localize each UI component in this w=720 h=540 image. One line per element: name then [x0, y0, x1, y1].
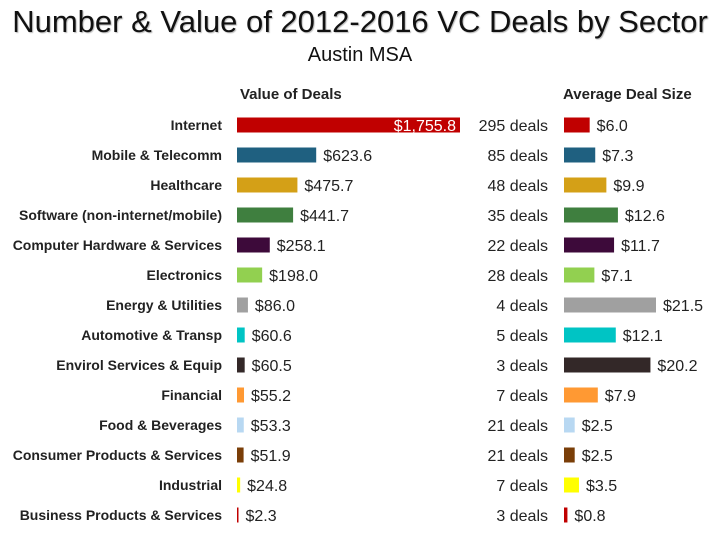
value-bar: [237, 327, 245, 343]
value-label: $60.5: [252, 358, 292, 375]
average-bar: [564, 207, 618, 223]
value-label: $53.3: [251, 418, 291, 435]
average-bar: [564, 507, 568, 523]
average-label: $0.8: [574, 508, 605, 525]
value-label: $623.6: [323, 148, 372, 165]
value-label: $60.6: [252, 328, 292, 345]
average-bar: [564, 477, 579, 493]
deal-count-label: 4 deals: [496, 298, 548, 315]
sector-label: Financial: [161, 387, 222, 403]
average-bar: [564, 177, 607, 193]
average-label: $12.6: [625, 208, 665, 225]
value-bar: [237, 357, 245, 373]
average-bar: [564, 387, 598, 403]
average-bar: [564, 327, 616, 343]
average-label: $9.9: [613, 178, 644, 195]
average-bar: [564, 447, 575, 463]
average-label: $20.2: [657, 358, 697, 375]
sector-label: Food & Beverages: [99, 417, 222, 433]
average-label: $12.1: [623, 328, 663, 345]
deal-count-label: 7 deals: [496, 478, 548, 495]
value-bar: [237, 267, 263, 283]
deal-count-label: 21 deals: [488, 448, 549, 465]
value-label: $1,755.8: [394, 118, 456, 135]
average-bar: [564, 267, 595, 283]
value-label: $24.8: [247, 478, 287, 495]
sector-label: Mobile & Telecomm: [92, 147, 222, 163]
deal-count-label: 7 deals: [496, 388, 548, 405]
sector-label: Software (non-internet/mobile): [19, 207, 222, 223]
value-bar: [237, 207, 294, 223]
average-bar: [564, 117, 590, 133]
sector-label: Industrial: [159, 477, 222, 493]
chart-subtitle: Austin MSA: [307, 44, 413, 66]
value-bar: [237, 177, 298, 193]
average-label: $7.1: [601, 268, 632, 285]
average-bar: [564, 237, 615, 253]
average-label: $21.5: [663, 298, 703, 315]
value-label: $86.0: [255, 298, 295, 315]
average-bar: [564, 297, 656, 313]
average-label: $6.0: [597, 118, 628, 135]
value-bar: [237, 147, 317, 163]
sector-label: Automotive & Transp: [81, 327, 222, 343]
average-label: $2.5: [582, 418, 613, 435]
deal-count-label: 35 deals: [488, 208, 549, 225]
deal-count-label: 48 deals: [488, 178, 549, 195]
sector-label: Business Products & Services: [20, 507, 223, 523]
deal-count-label: 85 deals: [488, 148, 549, 165]
average-deal-size-header: Average Deal Size: [563, 86, 692, 103]
sector-label: Computer Hardware & Services: [13, 237, 223, 253]
value-bar: [237, 417, 244, 433]
deal-count-label: 28 deals: [488, 268, 549, 285]
value-bar: [237, 297, 248, 313]
value-of-deals-header: Value of Deals: [240, 86, 342, 103]
deal-count-label: 5 deals: [496, 328, 548, 345]
average-bar: [564, 417, 575, 433]
value-label: $475.7: [304, 178, 353, 195]
sector-label: Envirol Services & Equip: [56, 357, 222, 373]
sector-label: Internet: [171, 117, 223, 133]
sector-label: Healthcare: [150, 177, 222, 193]
value-label: $441.7: [300, 208, 349, 225]
value-bar: [237, 237, 270, 253]
average-label: $3.5: [586, 478, 617, 495]
sector-label: Consumer Products & Services: [13, 447, 223, 463]
sector-label: Energy & Utilities: [106, 297, 222, 313]
average-label: $7.9: [605, 388, 636, 405]
value-label: $2.3: [246, 508, 277, 525]
average-label: $2.5: [582, 448, 613, 465]
deal-count-label: 295 deals: [479, 118, 548, 135]
deal-count-label: 21 deals: [488, 418, 549, 435]
sector-label: Electronics: [147, 267, 223, 283]
value-label: $258.1: [277, 238, 326, 255]
value-label: $51.9: [251, 448, 291, 465]
average-label: $7.3: [602, 148, 633, 165]
average-bar: [564, 357, 651, 373]
deal-count-label: 3 deals: [496, 358, 548, 375]
value-bar: [237, 477, 241, 493]
value-label: $198.0: [269, 268, 318, 285]
average-label: $11.7: [621, 238, 660, 255]
value-label: $55.2: [251, 388, 291, 405]
average-bar: [564, 147, 596, 163]
value-bar: [237, 507, 239, 523]
value-bar: [237, 447, 244, 463]
value-bar: [237, 117, 460, 133]
value-bar: [237, 387, 245, 403]
chart-title: Number & Value of 2012-2016 VC Deals by …: [12, 4, 708, 39]
deal-count-label: 22 deals: [488, 238, 549, 255]
deal-count-label: 3 deals: [496, 508, 548, 525]
